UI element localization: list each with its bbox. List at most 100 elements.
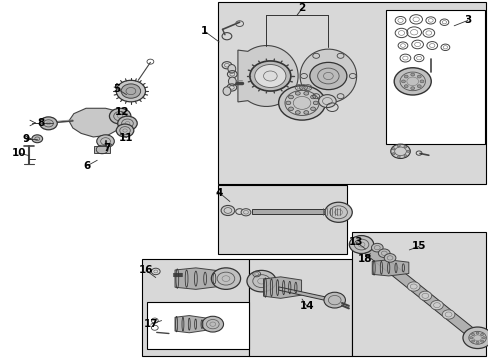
Circle shape (441, 310, 454, 319)
Text: 10: 10 (12, 148, 26, 158)
Circle shape (393, 68, 430, 95)
Circle shape (313, 101, 318, 105)
Circle shape (378, 249, 389, 257)
Circle shape (390, 144, 409, 158)
Circle shape (482, 337, 485, 339)
Text: 14: 14 (299, 301, 314, 311)
Text: 11: 11 (119, 133, 134, 143)
Circle shape (285, 101, 290, 105)
Circle shape (480, 340, 483, 342)
Circle shape (419, 80, 423, 83)
Circle shape (288, 95, 293, 99)
Circle shape (318, 95, 335, 108)
Circle shape (470, 333, 473, 336)
Polygon shape (94, 146, 110, 153)
Circle shape (418, 291, 431, 301)
Ellipse shape (223, 87, 230, 95)
Circle shape (241, 209, 250, 216)
Circle shape (121, 84, 141, 98)
Circle shape (348, 235, 373, 253)
Bar (385, 10, 484, 144)
Circle shape (397, 145, 400, 147)
Circle shape (97, 135, 114, 148)
Circle shape (410, 73, 414, 76)
Circle shape (295, 111, 300, 114)
Bar (142, 259, 249, 356)
Polygon shape (175, 316, 206, 333)
Text: 1: 1 (201, 26, 208, 36)
Bar (217, 185, 346, 253)
Text: 8: 8 (37, 118, 44, 128)
Circle shape (324, 292, 345, 308)
Circle shape (384, 253, 395, 262)
Circle shape (288, 107, 293, 111)
Circle shape (202, 316, 223, 332)
Circle shape (416, 75, 420, 78)
Circle shape (109, 108, 131, 124)
Bar (351, 232, 485, 356)
Polygon shape (175, 268, 221, 289)
Text: 2: 2 (298, 3, 305, 13)
Circle shape (371, 243, 383, 252)
Circle shape (416, 85, 420, 87)
Circle shape (325, 202, 351, 222)
Polygon shape (238, 46, 298, 107)
Circle shape (475, 332, 478, 334)
Text: 9: 9 (22, 134, 30, 144)
Text: 3: 3 (463, 15, 470, 26)
Text: 7: 7 (103, 143, 110, 153)
Circle shape (475, 341, 478, 343)
Circle shape (278, 86, 325, 120)
Text: 16: 16 (139, 265, 153, 275)
Text: 18: 18 (357, 254, 372, 264)
Circle shape (407, 282, 419, 291)
Circle shape (211, 268, 240, 289)
Circle shape (295, 91, 300, 95)
Circle shape (410, 87, 414, 90)
Circle shape (403, 155, 406, 157)
Text: 6: 6 (84, 161, 91, 171)
Circle shape (404, 75, 407, 78)
Circle shape (403, 146, 406, 148)
Circle shape (116, 80, 145, 102)
Circle shape (310, 95, 315, 99)
Circle shape (470, 340, 473, 342)
Polygon shape (356, 242, 481, 341)
Circle shape (480, 333, 483, 336)
Circle shape (249, 61, 290, 91)
Text: 4: 4 (215, 188, 223, 198)
Circle shape (303, 111, 308, 114)
Circle shape (116, 124, 134, 137)
Text: 17: 17 (143, 319, 158, 329)
Circle shape (397, 156, 400, 158)
Circle shape (246, 270, 276, 292)
Bar (147, 302, 249, 348)
Circle shape (32, 135, 42, 143)
Circle shape (254, 64, 285, 87)
Bar (217, 3, 485, 184)
Polygon shape (263, 277, 301, 298)
Circle shape (118, 116, 137, 131)
Text: 13: 13 (348, 237, 362, 247)
Circle shape (309, 62, 346, 90)
Text: 12: 12 (114, 107, 129, 117)
Circle shape (310, 107, 315, 111)
Polygon shape (69, 108, 125, 137)
Circle shape (221, 206, 234, 216)
Ellipse shape (228, 77, 236, 86)
Circle shape (303, 91, 308, 95)
Circle shape (406, 150, 409, 152)
Text: 15: 15 (411, 241, 426, 251)
Polygon shape (300, 49, 356, 103)
Circle shape (391, 153, 394, 155)
Text: 5: 5 (113, 84, 120, 94)
Circle shape (404, 85, 407, 87)
Ellipse shape (227, 64, 235, 73)
Circle shape (430, 301, 443, 310)
Circle shape (391, 148, 394, 150)
Circle shape (462, 327, 488, 348)
Bar (249, 259, 351, 356)
Polygon shape (251, 210, 339, 214)
Circle shape (469, 337, 472, 339)
Circle shape (401, 80, 405, 83)
